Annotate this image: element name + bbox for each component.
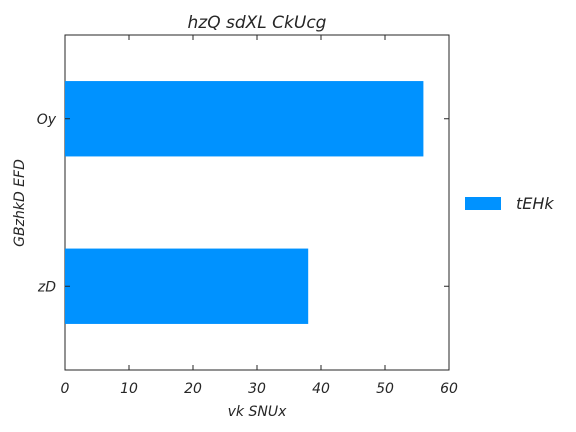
y-tick-label: Oy (37, 112, 57, 128)
x-tick-label: 10 (120, 381, 138, 397)
legend: tEHk (465, 194, 554, 213)
y-tick-label: zD (37, 279, 56, 295)
x-tick-label: 0 (61, 381, 70, 397)
y-axis-label: GBzhkD EFD (12, 159, 28, 247)
x-tick-label: 60 (440, 381, 458, 397)
x-tick-label: 20 (184, 381, 202, 397)
x-tick-label: 30 (248, 381, 266, 397)
bar-Oy (65, 81, 424, 157)
x-tick-label: 50 (376, 381, 394, 397)
bar-zD (65, 248, 309, 324)
legend-label: tEHk (516, 194, 554, 213)
chart-title: hzQ sdXL CkUcg (188, 13, 327, 33)
x-tick-label: 40 (312, 381, 330, 397)
x-axis-label: vk SNUx (228, 404, 287, 420)
legend-swatch (465, 197, 501, 210)
